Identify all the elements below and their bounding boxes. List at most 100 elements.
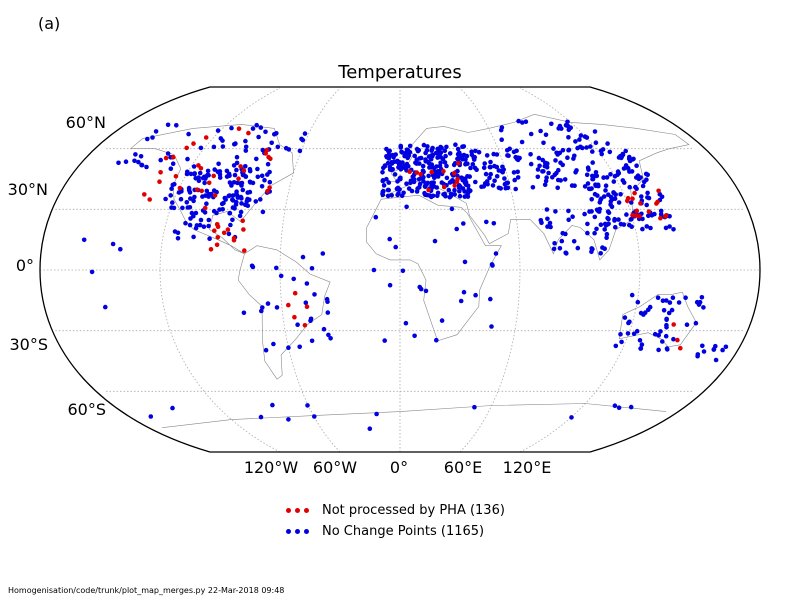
station-point xyxy=(275,144,281,150)
station-point xyxy=(263,129,268,135)
station-point xyxy=(507,146,512,152)
station-point xyxy=(81,237,87,243)
station-point xyxy=(304,281,310,286)
station-point xyxy=(309,266,315,271)
station-point xyxy=(669,307,675,313)
station-point xyxy=(168,166,174,171)
station-point xyxy=(267,169,272,175)
station-point xyxy=(600,147,606,152)
station-point xyxy=(243,174,249,179)
station-point xyxy=(387,148,393,154)
station-point xyxy=(592,191,598,197)
station-point xyxy=(626,320,631,326)
station-point xyxy=(578,133,584,138)
station-point xyxy=(387,236,393,242)
station-point xyxy=(381,183,387,188)
station-point xyxy=(453,142,458,147)
station-point xyxy=(305,403,310,408)
station-point xyxy=(243,138,248,144)
station-point xyxy=(535,174,541,180)
station-point xyxy=(278,273,284,279)
station-point xyxy=(492,178,497,183)
station-point xyxy=(605,141,610,146)
station-point xyxy=(559,238,565,244)
legend-item-no-change: No Change Points (1165) xyxy=(284,521,505,542)
station-point xyxy=(243,164,248,169)
station-point xyxy=(551,146,556,151)
station-point xyxy=(592,129,598,134)
station-point xyxy=(205,168,211,174)
station-point xyxy=(455,173,460,179)
station-point xyxy=(566,147,571,153)
station-point xyxy=(501,167,507,172)
station-point xyxy=(658,212,664,217)
station-point xyxy=(461,152,467,158)
station-point xyxy=(180,205,185,211)
station-point xyxy=(647,304,653,310)
station-point xyxy=(231,163,237,168)
station-point xyxy=(640,226,645,232)
station-point xyxy=(489,262,495,267)
station-point xyxy=(646,209,652,214)
station-point xyxy=(634,186,639,192)
station-point xyxy=(634,328,640,334)
graticule-lon xyxy=(519,87,641,452)
station-point xyxy=(225,227,231,232)
station-point xyxy=(385,193,391,199)
station-point xyxy=(231,237,237,243)
station-point xyxy=(405,155,411,161)
station-point xyxy=(240,187,246,193)
station-point xyxy=(593,182,598,187)
station-point xyxy=(374,411,379,417)
station-point xyxy=(153,129,159,134)
station-point xyxy=(618,192,623,197)
station-point xyxy=(451,171,457,176)
station-point xyxy=(547,220,553,226)
station-point xyxy=(625,195,631,201)
station-point xyxy=(629,292,635,298)
station-point xyxy=(467,174,473,179)
graticule-lon xyxy=(159,87,281,452)
lat-label-30n: 30°N xyxy=(7,180,48,199)
station-point xyxy=(219,201,225,207)
station-point xyxy=(421,178,426,184)
station-point xyxy=(165,151,171,156)
footer-source: Homogenisation/code/trunk/plot_map_merge… xyxy=(8,586,285,595)
station-point xyxy=(454,226,460,232)
station-point xyxy=(238,209,244,215)
station-point xyxy=(420,168,426,174)
station-point xyxy=(398,175,403,181)
station-point xyxy=(660,339,665,344)
station-point xyxy=(490,183,496,188)
station-point xyxy=(286,147,292,152)
station-point xyxy=(575,145,580,151)
station-point xyxy=(637,214,642,219)
station-point xyxy=(215,128,221,133)
station-point xyxy=(248,180,253,185)
station-point xyxy=(565,123,571,129)
station-point xyxy=(528,131,534,137)
station-point xyxy=(627,169,632,174)
station-point xyxy=(258,197,263,202)
station-point xyxy=(392,172,398,177)
station-point xyxy=(170,405,175,411)
station-point xyxy=(598,222,604,227)
panel-label: (a) xyxy=(38,14,61,33)
station-point xyxy=(515,175,521,180)
station-point xyxy=(571,156,576,161)
station-point xyxy=(499,125,505,130)
station-point xyxy=(184,200,190,205)
legend-label-not-processed: Not processed by PHA (136) xyxy=(322,503,505,518)
station-point xyxy=(201,224,207,229)
station-point xyxy=(580,145,585,151)
station-point xyxy=(417,185,422,190)
station-point xyxy=(553,209,558,214)
station-point xyxy=(656,188,661,194)
station-point xyxy=(590,176,596,182)
station-point xyxy=(216,161,221,167)
station-point xyxy=(589,249,594,255)
station-point xyxy=(616,155,622,160)
station-point xyxy=(552,241,557,246)
station-point xyxy=(254,122,259,128)
station-point xyxy=(603,183,609,188)
